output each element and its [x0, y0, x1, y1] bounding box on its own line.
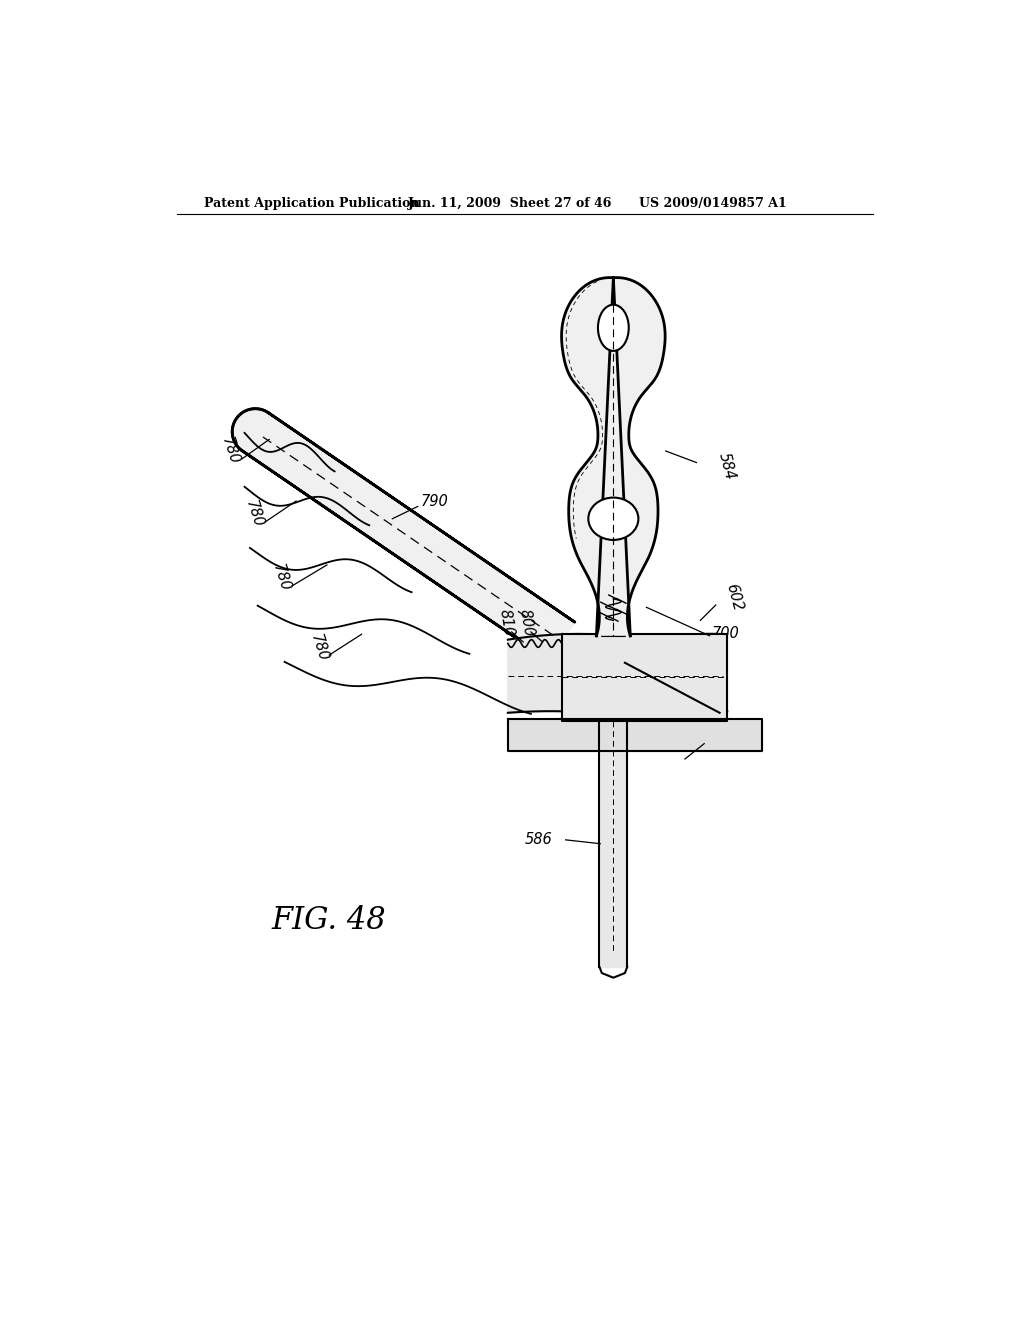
Text: 586: 586 — [524, 833, 553, 847]
Text: 780: 780 — [308, 632, 331, 663]
Polygon shape — [562, 635, 727, 721]
Text: 770: 770 — [711, 725, 733, 755]
Text: 800: 800 — [516, 607, 537, 638]
Text: 602: 602 — [724, 582, 745, 612]
Text: Patent Application Publication: Patent Application Publication — [204, 197, 419, 210]
Polygon shape — [602, 620, 625, 636]
Text: 700: 700 — [712, 626, 739, 642]
Text: FIG. 48: FIG. 48 — [272, 906, 386, 936]
Text: 584: 584 — [716, 451, 737, 482]
Polygon shape — [561, 277, 666, 636]
Polygon shape — [232, 409, 574, 660]
Text: US 2009/0149857 A1: US 2009/0149857 A1 — [639, 197, 786, 210]
Text: 780: 780 — [219, 436, 242, 466]
Polygon shape — [508, 634, 727, 714]
Ellipse shape — [598, 305, 629, 351]
Text: 780: 780 — [269, 562, 292, 594]
Text: 790: 790 — [421, 494, 449, 508]
Polygon shape — [508, 719, 762, 751]
Text: 810: 810 — [497, 607, 516, 638]
Text: Jun. 11, 2009  Sheet 27 of 46: Jun. 11, 2009 Sheet 27 of 46 — [408, 197, 612, 210]
Text: 780: 780 — [243, 499, 265, 529]
Ellipse shape — [589, 498, 638, 540]
Polygon shape — [599, 721, 628, 966]
Polygon shape — [232, 409, 574, 660]
